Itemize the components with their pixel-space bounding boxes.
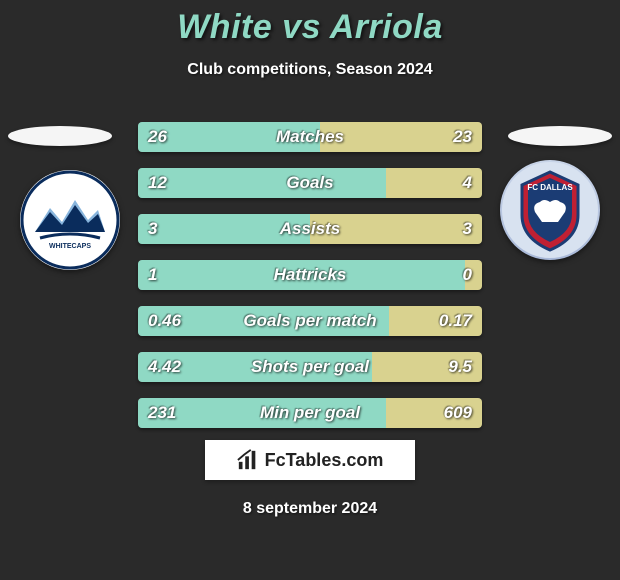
bar-right-fill <box>386 168 482 198</box>
bar-left-fill <box>138 260 465 290</box>
chart-icon <box>237 449 259 471</box>
bar-left-fill <box>138 214 310 244</box>
stat-row: 0.46Goals per match0.17 <box>138 306 482 336</box>
club-badge-right: FC DALLAS <box>500 160 600 260</box>
country-flag-left <box>8 126 112 146</box>
bar-left-fill <box>138 398 386 428</box>
fcdallas-icon: FC DALLAS <box>500 160 600 260</box>
date-label: 8 september 2024 <box>0 500 620 518</box>
bar-right-fill <box>389 306 482 336</box>
bar-left-fill <box>138 352 372 382</box>
bar-right-fill <box>386 398 482 428</box>
bar-left-fill <box>138 168 386 198</box>
svg-text:WHITECAPS: WHITECAPS <box>49 243 91 250</box>
stat-row: 26Matches23 <box>138 122 482 152</box>
country-flag-right <box>508 126 612 146</box>
bar-right-fill <box>320 122 482 152</box>
stat-row: 231Min per goal609 <box>138 398 482 428</box>
stat-row: 3Assists3 <box>138 214 482 244</box>
whitecaps-icon: WHITECAPS <box>20 170 120 270</box>
club-badge-left: WHITECAPS <box>20 170 120 270</box>
stat-row: 1Hattricks0 <box>138 260 482 290</box>
stats-bars: 26Matches23 12Goals4 3Assists3 1Hattricks0 0… <box>138 122 482 444</box>
bar-left-fill <box>138 122 320 152</box>
bar-right-fill <box>372 352 482 382</box>
bar-right-fill <box>310 214 482 244</box>
stat-row: 12Goals4 <box>138 168 482 198</box>
page-title: White vs Arriola <box>0 0 620 47</box>
svg-text:FC DALLAS: FC DALLAS <box>527 183 573 192</box>
bar-left-fill <box>138 306 389 336</box>
watermark[interactable]: FcTables.com <box>205 440 415 480</box>
comparison-card: White vs Arriola Club competitions, Seas… <box>0 0 620 580</box>
stat-row: 4.42Shots per goal9.5 <box>138 352 482 382</box>
subtitle: Club competitions, Season 2024 <box>0 61 620 79</box>
bar-right-fill <box>465 260 482 290</box>
watermark-text: FcTables.com <box>265 450 384 471</box>
